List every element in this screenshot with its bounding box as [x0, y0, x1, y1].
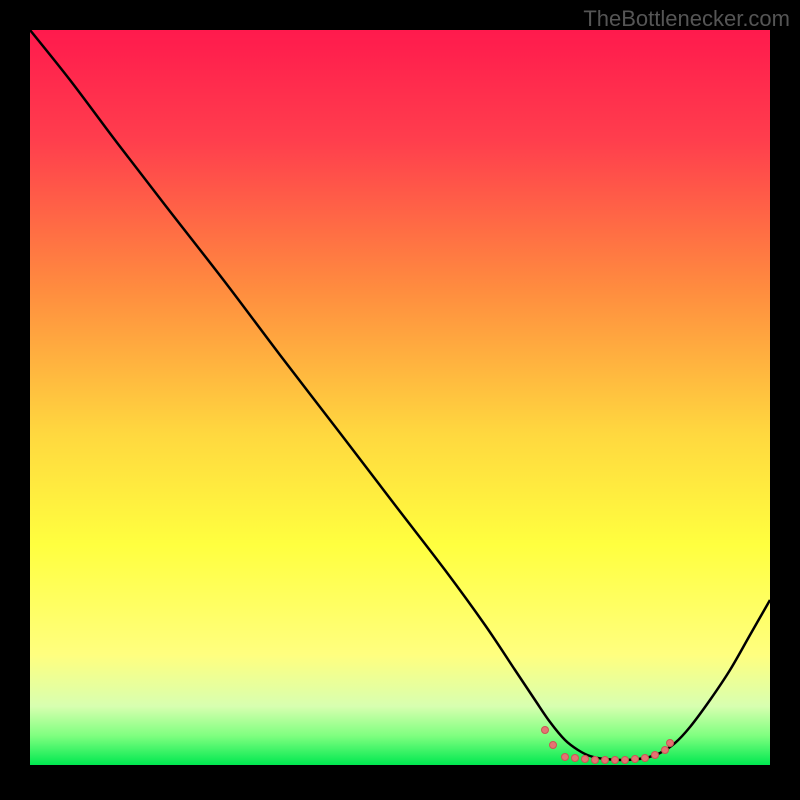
marker-point [582, 756, 589, 763]
marker-point [572, 755, 579, 762]
marker-point [562, 754, 569, 761]
watermark-text: TheBottlenecker.com [583, 6, 790, 32]
marker-point [622, 757, 629, 764]
marker-point [612, 757, 619, 764]
marker-point [662, 747, 669, 754]
marker-point [652, 752, 659, 759]
marker-point [542, 727, 549, 734]
marker-point [602, 757, 609, 764]
marker-point [550, 742, 557, 749]
marker-point [667, 740, 674, 747]
chart-area [30, 30, 770, 765]
marker-point [632, 756, 639, 763]
marker-point [592, 757, 599, 764]
bottleneck-curve [30, 30, 770, 765]
marker-point [642, 755, 649, 762]
